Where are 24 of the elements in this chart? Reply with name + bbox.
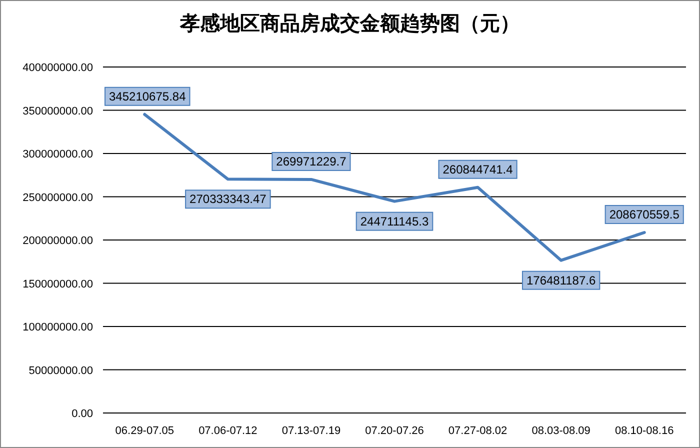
y-tick-label: 150000000.00 xyxy=(22,278,93,290)
y-tick-label: 200000000.00 xyxy=(22,235,93,247)
data-label: 176481187.6 xyxy=(526,273,596,288)
y-tick-label: 50000000.00 xyxy=(28,364,93,377)
y-tick-label: 400000000.00 xyxy=(22,62,93,74)
y-tick-label: 250000000.00 xyxy=(22,192,93,204)
data-label: 260844741.4 xyxy=(442,162,514,176)
data-label: 244711145.3 xyxy=(360,214,429,228)
x-tick-label: 07.13-07.19 xyxy=(282,425,341,437)
y-tick-label: 350000000.00 xyxy=(22,105,93,118)
y-tick-label: 0.00 xyxy=(72,408,93,420)
x-tick-label: 07.20-07.26 xyxy=(365,425,424,437)
x-tick-label: 07.27-08.02 xyxy=(448,425,508,437)
data-label: 208670559.5 xyxy=(609,208,680,222)
data-label: 345210675.84 xyxy=(109,89,186,104)
x-tick-label: 08.10-08.16 xyxy=(615,425,674,437)
chart-title: 孝感地区商品房成交金额趋势图（元） xyxy=(179,12,520,35)
y-tick-label: 300000000.00 xyxy=(22,148,93,160)
data-label: 269971229.7 xyxy=(276,154,347,168)
y-tick-label: 100000000.00 xyxy=(22,322,93,334)
x-tick-label: 07.06-07.12 xyxy=(198,425,258,437)
data-label: 270333343.47 xyxy=(190,192,267,206)
x-tick-label: 08.03-08.09 xyxy=(532,425,590,437)
x-tick-label: 06.29-07.05 xyxy=(115,425,174,437)
